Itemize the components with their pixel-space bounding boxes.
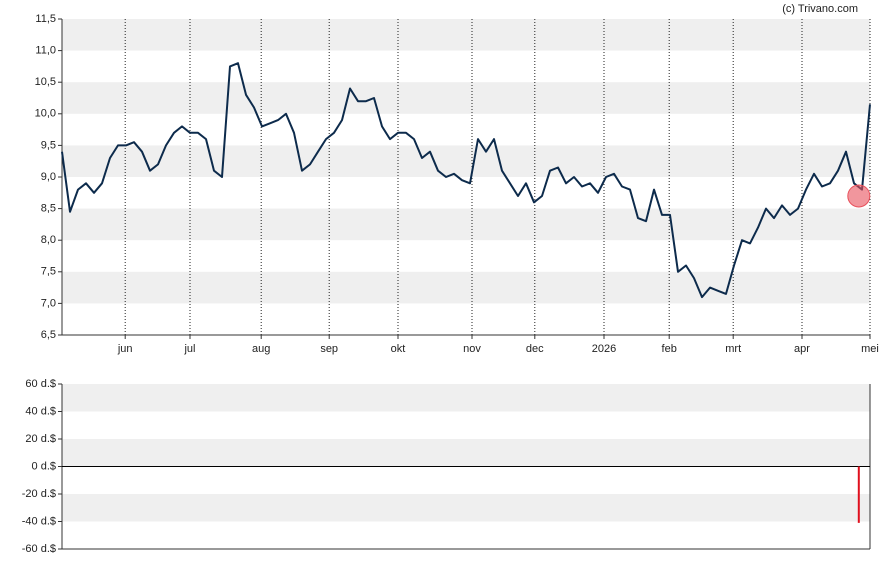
x-tick-label: aug xyxy=(252,343,270,355)
y-tick-label: 9,0 xyxy=(41,171,56,183)
band xyxy=(62,494,870,522)
y-tick-label: 10,0 xyxy=(35,108,56,120)
x-tick-label: dec xyxy=(526,343,544,355)
price-line xyxy=(61,62,871,299)
band xyxy=(62,208,870,241)
band xyxy=(62,82,870,114)
x-tick-label: nov xyxy=(463,343,481,355)
y-tick-label: 6,5 xyxy=(41,329,56,341)
y-tick-label: 7,0 xyxy=(41,297,56,309)
x-tick-label: apr xyxy=(794,343,810,355)
x-tick-label: okt xyxy=(391,343,406,355)
y-tick-label: 60 d.$ xyxy=(25,378,56,390)
band xyxy=(62,19,870,51)
y-tick-label: -40 d.$ xyxy=(22,515,56,527)
band xyxy=(62,271,870,304)
x-tick-label: 2026 xyxy=(592,343,616,355)
y-tick-label: 7,5 xyxy=(41,266,56,278)
y-tick-label: -20 d.$ xyxy=(22,488,56,500)
y-tick-label: 8,0 xyxy=(41,234,56,246)
band xyxy=(62,145,870,177)
y-tick-label: 11,0 xyxy=(35,45,56,57)
x-tick-label: mrt xyxy=(725,343,741,355)
copyright: (c) Trivano.com xyxy=(782,3,858,15)
y-tick-label: 10,5 xyxy=(35,76,56,88)
x-tick-label: jun xyxy=(117,343,133,355)
y-tick-label: 11,5 xyxy=(35,13,56,25)
x-tick-label: feb xyxy=(662,343,677,355)
band xyxy=(62,384,870,412)
y-tick-label: 9,5 xyxy=(41,139,56,151)
y-tick-label: 40 d.$ xyxy=(25,405,56,417)
x-tick-label: mei xyxy=(861,343,879,355)
band xyxy=(62,439,870,467)
x-tick-label: sep xyxy=(320,343,338,355)
y-tick-label: 0 d.$ xyxy=(32,460,56,472)
y-tick-label: 20 d.$ xyxy=(25,433,56,445)
y-tick-label: 8,5 xyxy=(41,203,56,215)
y-tick-label: -60 d.$ xyxy=(22,543,56,555)
highlight-marker xyxy=(847,184,871,208)
bar xyxy=(857,466,860,523)
x-tick-label: jul xyxy=(183,343,195,355)
